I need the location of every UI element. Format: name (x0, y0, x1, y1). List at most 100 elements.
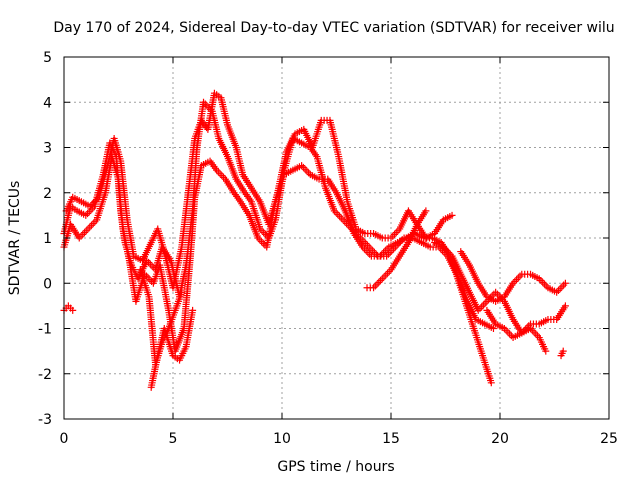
data-point (84, 210, 92, 218)
data-point (369, 247, 377, 255)
data-point (148, 262, 156, 270)
data-point (561, 302, 569, 310)
data-point (69, 306, 77, 314)
data-point (84, 225, 92, 233)
data-point (540, 280, 548, 288)
x-tick-label: 20 (491, 431, 509, 447)
data-point (203, 102, 211, 110)
data-point (367, 245, 375, 253)
data-point (561, 279, 569, 287)
series-trace-3 (60, 302, 77, 314)
data-point (371, 282, 379, 290)
data-point (364, 248, 372, 256)
data-point (378, 275, 386, 283)
data-point (80, 229, 88, 237)
data-point (516, 272, 524, 280)
data-point (392, 229, 400, 237)
series-trace-2 (60, 153, 497, 355)
data-point (560, 281, 568, 289)
y-tick-label: 5 (43, 50, 52, 66)
data-point (489, 325, 497, 332)
data-point (258, 238, 266, 246)
data-point (87, 221, 95, 229)
y-tick-label: 4 (43, 95, 52, 111)
data-point (381, 247, 389, 255)
x-tick-label: 0 (60, 431, 69, 447)
data-point (144, 274, 152, 282)
x-axis-label: GPS time / hours (277, 459, 394, 475)
chart-title: Day 170 of 2024, Sidereal Day-to-day VTE… (53, 20, 614, 36)
data-point (422, 207, 430, 215)
data-point (375, 278, 383, 286)
data-point (299, 163, 307, 171)
data-point (146, 260, 154, 268)
axis-ticks (63, 56, 610, 420)
data-marks (60, 89, 569, 391)
y-axis-label: SDTVAR / TECUs (7, 181, 23, 296)
y-tick-label: -2 (38, 367, 52, 383)
data-point (377, 277, 385, 285)
data-point (532, 330, 540, 338)
data-point (336, 212, 344, 220)
y-tick-label: 0 (43, 276, 52, 292)
y-tick-label: 2 (43, 186, 52, 202)
data-point (382, 271, 390, 279)
data-point (178, 288, 186, 296)
series-trace-4 (62, 89, 456, 292)
data-point (487, 379, 495, 387)
data-point (260, 229, 268, 237)
data-point (384, 269, 392, 277)
x-tick-label: 15 (382, 431, 400, 447)
data-point (492, 288, 500, 296)
x-tick-label: 5 (169, 431, 178, 447)
y-tick-label: -3 (38, 412, 52, 428)
data-point (82, 227, 90, 235)
series-trace-7 (363, 207, 430, 292)
y-tick-label: 1 (43, 231, 52, 247)
data-point (303, 167, 311, 175)
series-trace-11 (557, 347, 567, 360)
data-point (214, 168, 222, 176)
data-point (87, 206, 95, 214)
data-point (542, 347, 550, 355)
data-point (89, 220, 97, 228)
data-point (189, 306, 197, 314)
data-point (559, 347, 567, 355)
data-point (146, 276, 154, 284)
data-point (388, 247, 396, 255)
data-point (389, 232, 397, 240)
series-trace-9 (457, 248, 569, 305)
data-point (216, 170, 224, 178)
data-point (373, 280, 381, 288)
series-trace-10 (483, 306, 550, 355)
y-tick-label: -1 (38, 322, 52, 338)
data-point (86, 223, 94, 231)
data-point (504, 328, 512, 336)
data-point (334, 210, 342, 218)
data-point (513, 276, 521, 284)
data-point (337, 214, 345, 222)
y-tick-label: 3 (43, 141, 52, 157)
data-point (365, 243, 373, 251)
x-tick-label: 10 (273, 431, 291, 447)
data-point (384, 250, 392, 258)
data-point (558, 283, 566, 291)
series-trace-6 (147, 306, 197, 391)
data-point (218, 172, 226, 180)
data-point (390, 230, 398, 238)
data-point (481, 299, 489, 307)
grid (64, 57, 609, 419)
data-point (448, 211, 456, 219)
data-point (259, 239, 267, 247)
data-point (370, 284, 378, 292)
tick-labels: 0 5 10 15 20 25 -3 -2 -1 0 1 2 3 4 5 (38, 50, 618, 447)
x-tick-label: 25 (600, 431, 618, 447)
data-point (507, 332, 515, 340)
data-point (380, 273, 388, 281)
data-point (554, 286, 562, 294)
data-point (366, 250, 374, 258)
data-point (514, 274, 522, 282)
data-point (79, 230, 87, 238)
data-point (539, 278, 547, 286)
